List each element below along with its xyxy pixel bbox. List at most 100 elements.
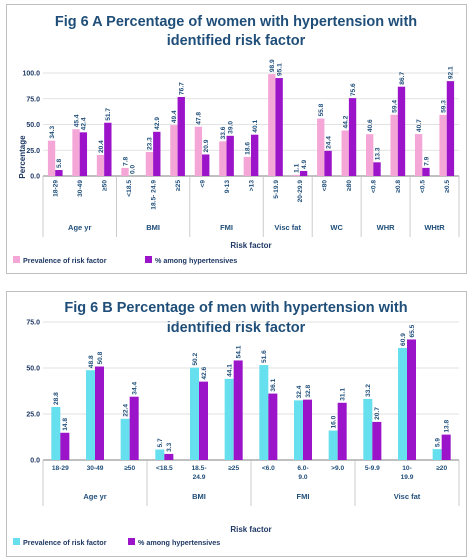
- bar: [55, 170, 63, 176]
- plot-area: 0.0 25.0 50.0 75.0 28.8 14.8 18-29 48.8 50.8 30-4…: [26, 320, 460, 506]
- bar: [85, 370, 95, 460]
- bar: [397, 347, 407, 460]
- data-label: 33.2: [365, 384, 372, 397]
- bar: [390, 114, 398, 176]
- data-label: 75.6: [350, 83, 357, 96]
- bar: [324, 150, 332, 176]
- data-label: 47.8: [196, 112, 203, 125]
- category-label: ≥25: [175, 180, 182, 191]
- data-label: 16.0: [330, 415, 337, 428]
- category-label: ≥25: [228, 465, 239, 472]
- bar: [155, 449, 165, 460]
- data-label: 18.6: [245, 142, 252, 155]
- y-tick-label: 25.0: [26, 148, 40, 155]
- category-label: 20-29.9: [297, 180, 304, 203]
- category-label: ≥80: [346, 180, 353, 191]
- data-label: 42.4: [81, 117, 88, 130]
- chart-women-svg: Fig 6 A Percentage of women with hyperte…: [13, 14, 460, 265]
- category-label: 9-13: [224, 180, 231, 194]
- data-label: 31.1: [339, 388, 346, 401]
- category-label: <18.5: [126, 180, 133, 197]
- data-label: 50.2: [192, 352, 199, 365]
- bar: [397, 86, 406, 176]
- data-label: 13.3: [374, 147, 381, 160]
- category-label: 9.0: [298, 474, 307, 481]
- group-label: WHR: [377, 223, 395, 232]
- bar: [328, 430, 338, 460]
- category-label: 6.0-: [297, 465, 308, 472]
- bar: [373, 162, 381, 176]
- group-label: Age yr: [83, 492, 106, 501]
- category-label: 19.9: [401, 474, 414, 481]
- data-label: 95.1: [276, 63, 283, 76]
- data-label: 7.8: [122, 156, 129, 165]
- chart-title-line2: identified risk factor: [167, 320, 306, 336]
- y-tick-label: 75.0: [26, 96, 40, 103]
- data-label: 20.7: [374, 407, 381, 420]
- data-label: 24.4: [325, 136, 332, 149]
- data-label: 65.5: [409, 324, 416, 337]
- data-label: 34.3: [49, 126, 56, 139]
- bar: [372, 421, 382, 460]
- category-label: <9: [199, 180, 206, 188]
- bar: [251, 134, 259, 176]
- data-label: 92.1: [448, 66, 455, 79]
- bar: [337, 402, 347, 460]
- bar: [243, 156, 251, 176]
- data-label: 32.4: [296, 385, 303, 398]
- legend-swatch-prevalence: [13, 256, 20, 263]
- data-label: 5.9: [434, 438, 441, 447]
- data-label: 49.4: [171, 110, 178, 123]
- data-label: 3.3: [166, 442, 173, 451]
- bar: [366, 134, 374, 176]
- bar: [96, 154, 105, 176]
- bar: [441, 434, 451, 460]
- bar: [104, 122, 112, 176]
- y-tick-label: 0.0: [30, 174, 40, 181]
- y-tick-label: 50.0: [26, 366, 40, 373]
- legend-label-hypertensives: % among hypertensives: [155, 256, 237, 265]
- group-label: BMI: [192, 492, 206, 501]
- bar: [120, 418, 130, 460]
- data-label: 33.6: [220, 126, 227, 139]
- y-tick-label: 50.0: [26, 122, 40, 129]
- data-label: 7.9: [423, 156, 430, 165]
- data-label: 42.9: [154, 117, 161, 130]
- group-label: FMI: [220, 223, 233, 232]
- category-label: 18.5- 24.9: [150, 180, 157, 210]
- data-label: 4.9: [301, 159, 308, 168]
- plot-area: 0.0 25.0 50.0 75.0 100.0 34.3 5.8 18-29 45.4 42.4…: [22, 59, 460, 237]
- data-label: 40.1: [252, 120, 259, 133]
- bar: [202, 154, 210, 176]
- group-label: Age yr: [68, 223, 91, 232]
- data-label: 98.9: [269, 59, 276, 72]
- bar: [292, 174, 300, 176]
- chart-title-line2: identified risk factor: [167, 33, 306, 49]
- chart-panel-women: Fig 6 A Percentage of women with hyperte…: [6, 4, 467, 274]
- data-label: 40.6: [367, 119, 374, 132]
- bar: [121, 167, 129, 176]
- bar: [275, 78, 283, 176]
- group-label: WHtR: [424, 223, 445, 232]
- data-label: 48.8: [88, 355, 95, 368]
- category-label: <18.5: [156, 465, 173, 472]
- y-tick-label: 100.0: [22, 71, 40, 78]
- y-axis-label: Percentage: [18, 135, 27, 179]
- category-label: 30-49: [77, 180, 84, 197]
- bar: [189, 367, 199, 460]
- category-label: 10-: [402, 465, 412, 472]
- category-label: ≥0.5: [444, 180, 451, 193]
- bar: [224, 378, 234, 460]
- bar: [47, 140, 56, 176]
- data-label: 13.8: [443, 419, 450, 432]
- bar: [446, 81, 455, 176]
- bar: [407, 339, 417, 460]
- data-label: 40.7: [416, 119, 423, 132]
- bar: [439, 114, 447, 176]
- legend-label-prevalence: Prevalence of risk factor: [23, 538, 107, 547]
- y-tick-label: 75.0: [26, 320, 40, 327]
- data-label: 45.4: [73, 114, 80, 127]
- data-label: 20.9: [203, 139, 210, 152]
- data-label: 5.7: [157, 438, 164, 447]
- legend-label-prevalence: Prevalence of risk factor: [23, 256, 107, 265]
